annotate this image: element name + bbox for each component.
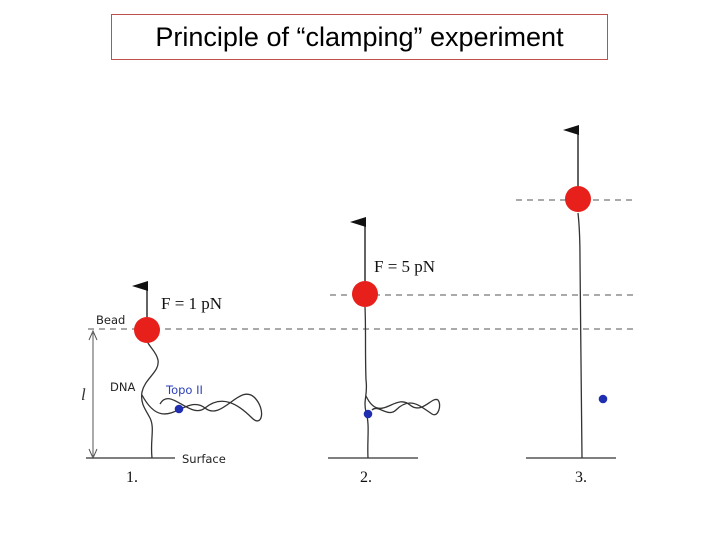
bead-1 [134,317,160,343]
title-text: Principle of “clamping” experiment [155,21,564,52]
surface-label: Surface [182,452,226,466]
dna-label: DNA [110,380,135,394]
bead-3 [565,186,591,212]
panel-number-3: 3. [575,469,587,486]
force-label-2: F = 5 pN [374,257,435,276]
topo-enzyme-1 [174,404,184,414]
length-arrow-bottom [88,448,98,460]
length-label: l [81,385,86,404]
topo-enzyme-2 [363,409,373,419]
page-title: Principle of “clamping” experiment [111,14,608,60]
dna-loop-1a [141,393,263,422]
dna-loop-2a [365,395,441,416]
length-arrow-top [88,329,98,341]
panel-number-2: 2. [360,469,372,486]
dna-strand-2 [364,306,369,459]
topo-label: Topo II [165,383,203,397]
panel-number-1: 1. [126,469,138,486]
topo-enzyme-3 [598,394,608,404]
bead-label: Bead [96,313,125,327]
dna-strand-1 [140,337,159,459]
force-label-1: F = 1 pN [161,294,222,313]
bead-2 [352,281,378,307]
dna-strand-3 [577,212,583,459]
